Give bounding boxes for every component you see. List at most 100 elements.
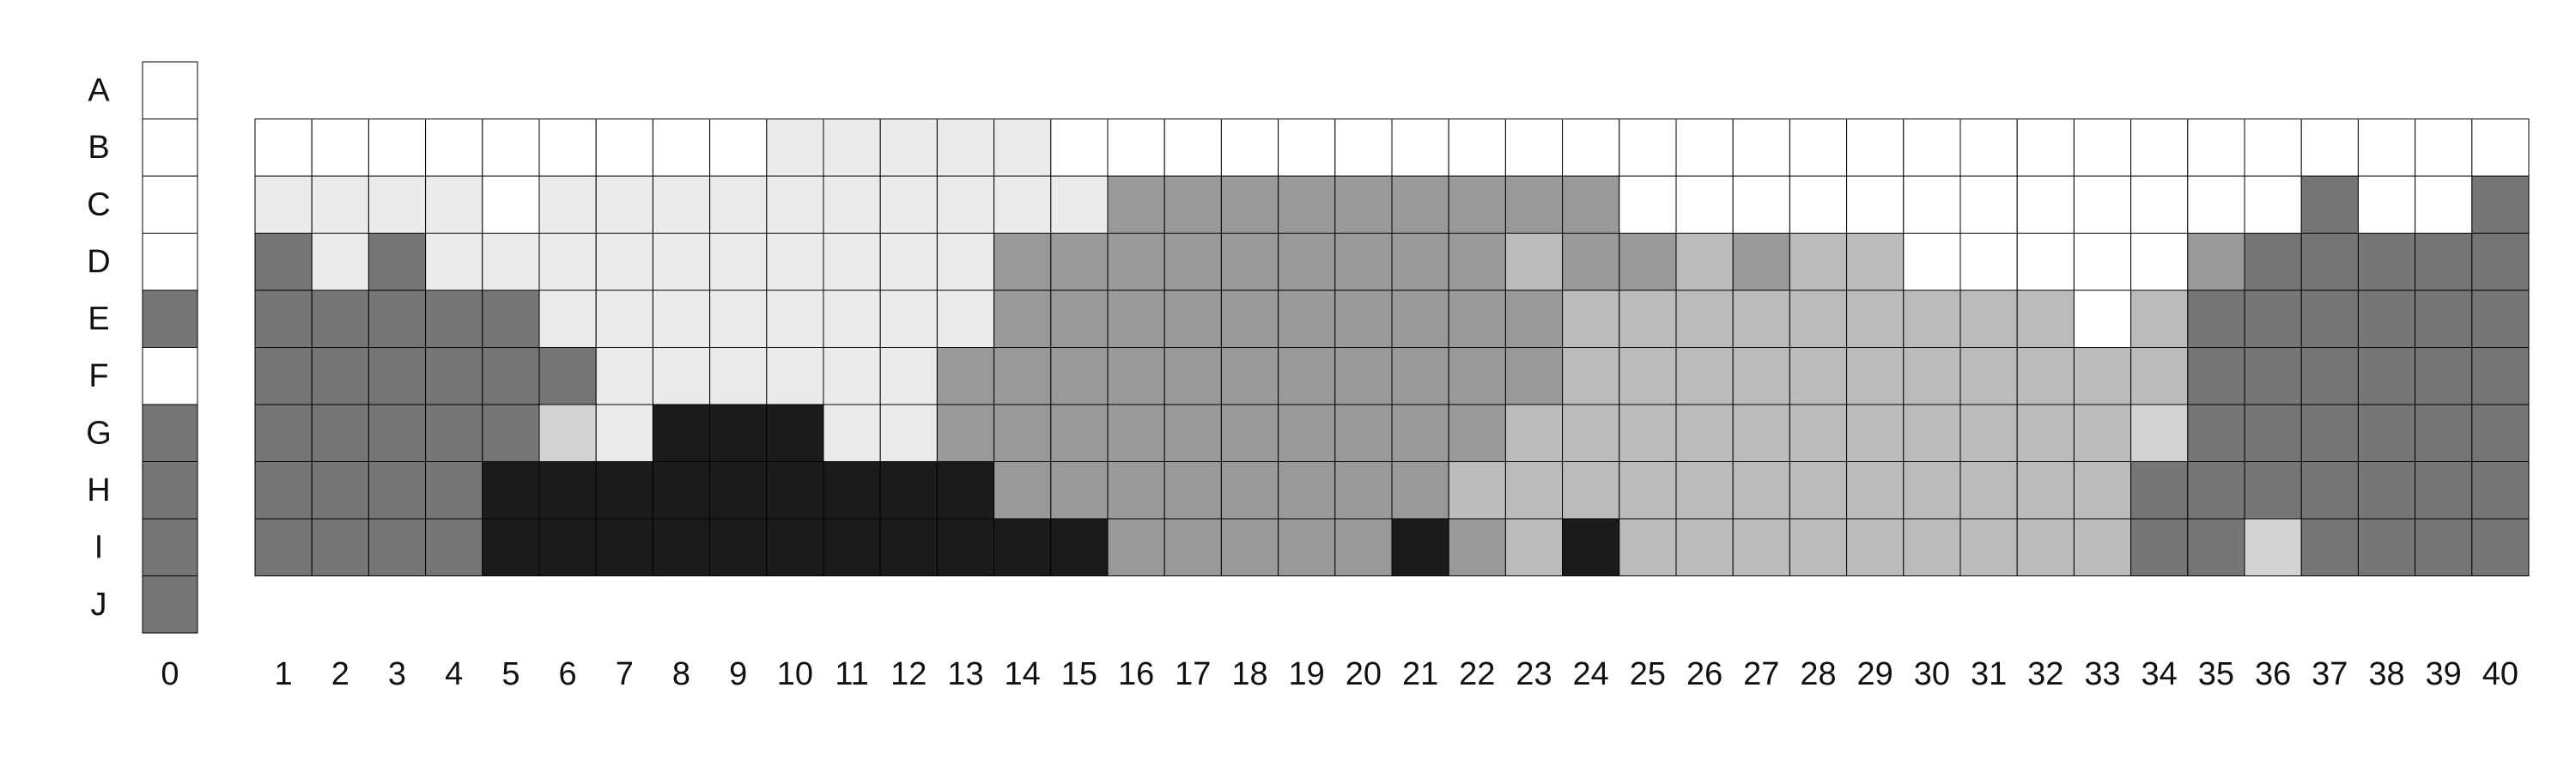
cell-H-22: [1448, 461, 1506, 520]
cell-C-34: [2130, 175, 2189, 234]
cell-E-19: [1278, 289, 1336, 348]
reference-cell-B: [142, 119, 198, 177]
cell-H-25: [1619, 461, 1677, 520]
cell-B-34: [2130, 119, 2189, 177]
cell-I-25: [1619, 518, 1677, 576]
reference-cell-F: [142, 347, 198, 405]
cell-C-8: [652, 175, 711, 234]
cell-F-13: [936, 347, 995, 405]
cell-D-10: [766, 233, 824, 291]
cell-I-31: [1959, 518, 2018, 576]
cell-H-33: [2073, 461, 2132, 520]
column-label-21: 21: [1402, 656, 1438, 692]
cell-H-29: [1846, 461, 1905, 520]
column-label-27: 27: [1743, 656, 1779, 692]
cell-B-31: [1959, 119, 2018, 177]
cell-F-26: [1675, 347, 1734, 405]
cell-C-17: [1163, 175, 1222, 234]
cell-F-40: [2471, 347, 2530, 405]
cell-D-1: [254, 233, 313, 291]
cell-G-34: [2130, 404, 2189, 462]
cell-D-5: [482, 233, 540, 291]
cell-E-8: [652, 289, 711, 348]
column-label-32: 32: [2027, 656, 2063, 692]
cell-B-24: [1562, 119, 1620, 177]
cell-C-29: [1846, 175, 1905, 234]
column-label-8: 8: [672, 656, 690, 692]
cell-B-11: [823, 119, 881, 177]
cell-E-25: [1619, 289, 1677, 348]
cell-G-35: [2187, 404, 2245, 462]
cell-I-14: [993, 518, 1052, 576]
cell-B-22: [1448, 119, 1506, 177]
cell-F-21: [1391, 347, 1449, 405]
cell-D-39: [2415, 233, 2473, 291]
cell-I-17: [1163, 518, 1222, 576]
column-label-1: 1: [275, 656, 293, 692]
cell-D-21: [1391, 233, 1449, 291]
cell-C-5: [482, 175, 540, 234]
reference-cell-E: [142, 289, 198, 348]
cell-G-1: [254, 404, 313, 462]
cell-I-10: [766, 518, 824, 576]
cell-E-32: [2016, 289, 2075, 348]
cell-F-22: [1448, 347, 1506, 405]
cell-B-36: [2244, 119, 2302, 177]
cell-G-33: [2073, 404, 2132, 462]
cell-F-33: [2073, 347, 2132, 405]
cell-B-12: [879, 119, 938, 177]
column-label-31: 31: [1971, 656, 2007, 692]
cell-E-27: [1732, 289, 1790, 348]
cell-F-24: [1562, 347, 1620, 405]
cell-H-40: [2471, 461, 2530, 520]
cell-C-25: [1619, 175, 1677, 234]
cell-F-11: [823, 347, 881, 405]
cell-H-5: [482, 461, 540, 520]
cell-D-12: [879, 233, 938, 291]
cell-I-37: [2300, 518, 2359, 576]
cell-E-17: [1163, 289, 1222, 348]
cell-D-17: [1163, 233, 1222, 291]
cell-E-13: [936, 289, 995, 348]
column-label-12: 12: [890, 656, 927, 692]
cell-D-38: [2357, 233, 2416, 291]
cell-I-15: [1050, 518, 1109, 576]
cell-I-8: [652, 518, 711, 576]
cell-H-15: [1050, 461, 1109, 520]
cell-F-3: [368, 347, 427, 405]
cell-I-22: [1448, 518, 1506, 576]
cell-I-32: [2016, 518, 2075, 576]
cell-D-3: [368, 233, 427, 291]
cell-C-37: [2300, 175, 2359, 234]
cell-H-3: [368, 461, 427, 520]
cell-D-4: [425, 233, 483, 291]
reference-cell-I: [142, 518, 198, 576]
column-label-4: 4: [445, 656, 463, 692]
cell-C-23: [1504, 175, 1564, 234]
cell-D-8: [652, 233, 711, 291]
cell-G-20: [1334, 404, 1393, 462]
cell-C-4: [425, 175, 483, 234]
column-label-16: 16: [1118, 656, 1154, 692]
cell-D-6: [538, 233, 597, 291]
cell-I-20: [1334, 518, 1393, 576]
cell-C-35: [2187, 175, 2245, 234]
cell-I-27: [1732, 518, 1790, 576]
cell-D-19: [1278, 233, 1336, 291]
cell-H-37: [2300, 461, 2359, 520]
cell-C-7: [595, 175, 653, 234]
cell-I-23: [1504, 518, 1564, 576]
column-label-11: 11: [835, 656, 868, 692]
cell-B-9: [709, 119, 768, 177]
cell-B-10: [766, 119, 824, 177]
cell-G-15: [1050, 404, 1109, 462]
column-label-24: 24: [1573, 656, 1609, 692]
cell-E-34: [2130, 289, 2189, 348]
cell-D-16: [1107, 233, 1165, 291]
cell-I-13: [936, 518, 995, 576]
cell-D-40: [2471, 233, 2530, 291]
cell-E-28: [1789, 289, 1848, 348]
column-label-10: 10: [777, 656, 813, 692]
cell-C-13: [936, 175, 995, 234]
cell-C-15: [1050, 175, 1109, 234]
